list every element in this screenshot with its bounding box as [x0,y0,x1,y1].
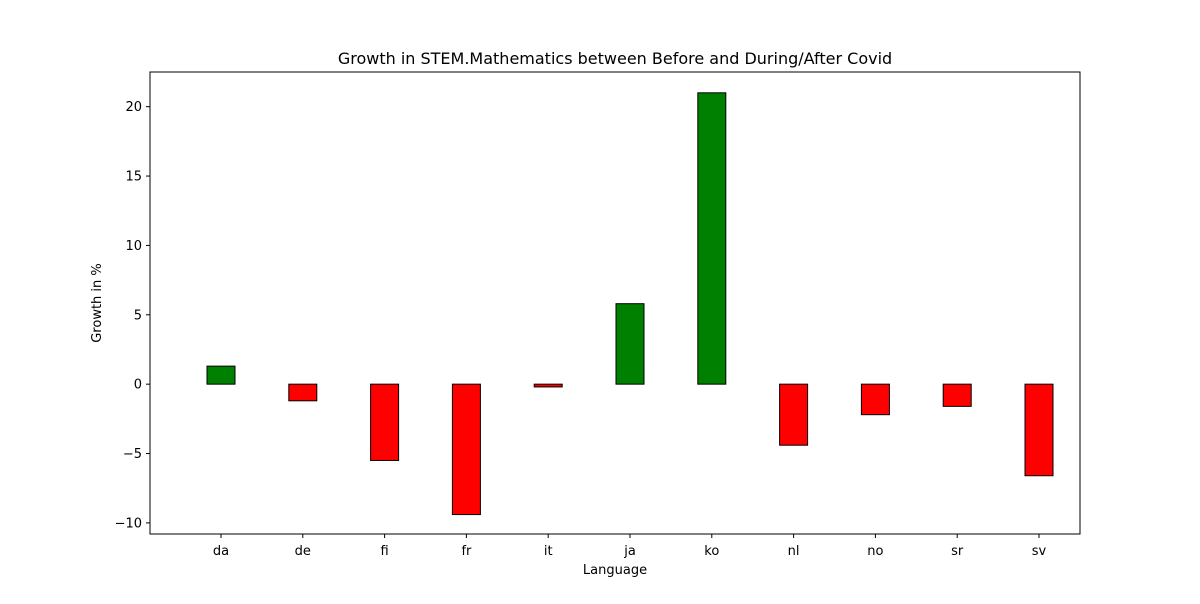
x-tick-label: sr [951,544,964,559]
x-tick-label: it [544,544,553,559]
plot-area-frame [149,71,1081,535]
bar-sv [1024,383,1054,477]
x-tick-label: no [867,544,883,559]
x-axis-label: Language [583,563,647,578]
y-tick-label: 5 [134,308,142,323]
x-tick-label: ko [704,544,719,559]
x-tick-label: fi [380,544,388,559]
y-tick-label: −10 [115,516,142,531]
x-tick-label: ja [623,544,636,559]
y-axis-ticks: −10 −5 0 5 10 15 20 [115,100,150,531]
bar-da [206,365,236,385]
bar-no [860,383,890,416]
y-axis-label: Growth in % [90,263,105,343]
y-tick-label: 15 [125,170,142,185]
bar-de [288,383,318,402]
bar-fi [370,383,400,461]
bar-it [533,383,563,388]
bar-nl [779,383,809,446]
x-tick-label: fr [461,544,472,559]
bar-sr [942,383,972,407]
y-tick-label: 10 [125,239,142,254]
y-tick-label: −5 [123,447,142,462]
x-axis-ticks: da de fi fr it ja ko nl no sr sv [213,534,1047,559]
bar-ja [615,303,645,385]
bar-ko [697,92,727,385]
x-tick-label: sv [1032,544,1047,559]
x-tick-label: da [213,544,229,559]
bars-group [206,92,1054,516]
chart-title: Growth in STEM.Mathematics between Befor… [338,49,892,68]
y-tick-label: 20 [125,100,142,115]
x-tick-label: nl [788,544,800,559]
y-tick-label: 0 [134,378,142,393]
x-tick-label: de [295,544,311,559]
bar-fr [451,383,481,516]
